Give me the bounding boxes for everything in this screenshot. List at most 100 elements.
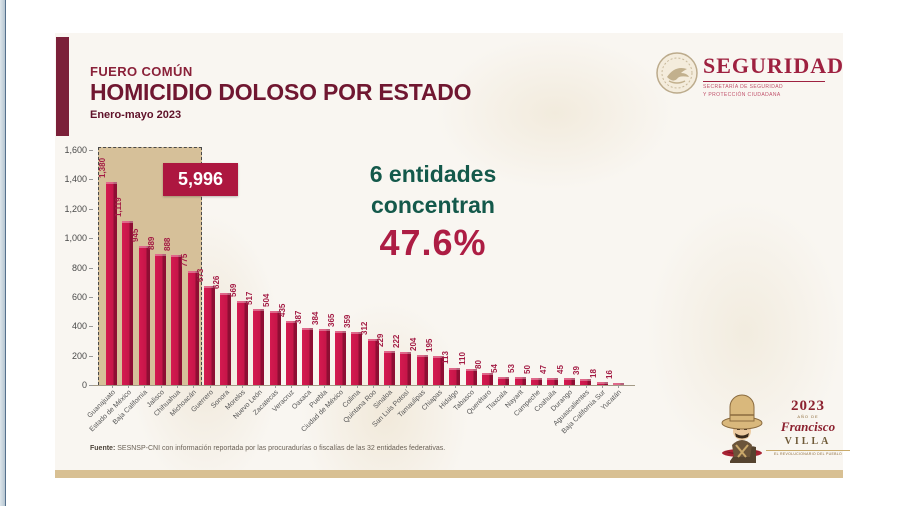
bar-value-label: 16 xyxy=(604,370,614,379)
bar xyxy=(302,328,314,385)
y-axis-tick-label: 0 xyxy=(81,380,87,390)
x-axis-tick-mark xyxy=(438,385,440,388)
bar xyxy=(580,379,592,385)
x-axis-tick-mark xyxy=(405,385,407,388)
bar-value-label: 888 xyxy=(163,237,173,251)
mexican-seal-icon xyxy=(656,52,698,94)
x-axis-tick-mark xyxy=(291,385,293,388)
source-prefix: Fuente: xyxy=(90,445,116,452)
bar-value-label: 435 xyxy=(277,303,287,317)
x-axis-tick-mark xyxy=(356,385,358,388)
bar xyxy=(482,373,494,385)
bar xyxy=(269,311,281,385)
slide: FUERO COMÚN HOMICIDIO DOLOSO POR ESTADO … xyxy=(55,33,850,478)
bar xyxy=(106,182,117,385)
bar xyxy=(596,382,608,385)
bar-value-label: 204 xyxy=(408,337,418,351)
bar xyxy=(367,339,379,385)
y-axis-tick-mark xyxy=(89,385,93,386)
bar xyxy=(383,351,395,385)
x-axis-tick-mark xyxy=(373,385,375,388)
francisco-villa-logo: 2023 AÑO DE Francisco VILLA EL REVOLUCIO… xyxy=(720,393,850,467)
y-axis-tick-label: 1,600 xyxy=(64,145,87,155)
x-axis-tick-mark xyxy=(503,385,505,388)
x-axis-line xyxy=(90,385,635,386)
x-axis-tick-mark xyxy=(225,385,227,388)
bar xyxy=(122,221,134,385)
bar xyxy=(187,271,199,385)
x-axis-tick-mark xyxy=(536,385,538,388)
bar-value-label: 384 xyxy=(310,311,320,325)
seguridad-subtitle-line1: SECRETARÍA DE SEGURIDAD xyxy=(703,84,783,90)
annotation-block: 6 entidades concentran 47.6% xyxy=(313,159,553,264)
bar-value-label: 569 xyxy=(228,283,238,297)
bar-value-label: 504 xyxy=(261,293,271,307)
bar-value-label: 1,380 xyxy=(98,157,107,178)
bar-value-label: 39 xyxy=(572,366,582,375)
x-axis-tick-mark xyxy=(324,385,326,388)
bar-value-label: 945 xyxy=(130,228,140,242)
chart-subtitle: Enero-mayo 2023 xyxy=(90,109,182,121)
bar-value-label: 626 xyxy=(212,275,222,289)
x-axis-tick-mark xyxy=(193,385,195,388)
bar-value-label: 222 xyxy=(392,334,402,348)
bar xyxy=(220,293,232,385)
y-axis-tick-label: 600 xyxy=(71,291,87,302)
x-axis-tick-mark xyxy=(487,385,489,388)
y-axis-tick-mark xyxy=(89,208,93,210)
bar xyxy=(351,332,363,385)
y-axis-tick-label: 1,400 xyxy=(64,174,87,185)
seguridad-logo: SEGURIDAD SECRETARÍA DE SEGURIDAD Y PROT… xyxy=(655,48,855,103)
x-axis-tick-mark xyxy=(127,385,129,388)
y-axis-tick-label: 1,000 xyxy=(64,233,87,244)
bar-value-label: 113 xyxy=(441,351,451,364)
bar xyxy=(253,309,265,385)
x-axis-tick-mark xyxy=(602,385,603,388)
page-title: HOMICIDIO DOLOSO POR ESTADO xyxy=(90,79,472,105)
bar-value-label: 53 xyxy=(506,364,516,373)
y-axis-tick-mark xyxy=(89,296,93,298)
bar-value-label: 387 xyxy=(294,310,304,324)
annotation-percentage: 47.6% xyxy=(379,222,487,264)
x-axis-tick-mark xyxy=(242,385,244,388)
x-axis-tick-mark xyxy=(520,385,522,388)
x-axis-tick-mark xyxy=(389,385,391,388)
bar-value-label: 312 xyxy=(359,321,369,335)
annotation-line2: concentran xyxy=(371,192,495,219)
y-axis-tick-label: 800 xyxy=(71,262,87,273)
bar xyxy=(563,378,575,385)
bar xyxy=(400,352,412,385)
villa-year: 2023 xyxy=(791,398,825,414)
y-axis-tick-label: 200 xyxy=(71,350,87,361)
bar-value-label: 1,119 xyxy=(114,197,124,217)
x-axis-tick-mark xyxy=(144,385,146,388)
x-axis-tick-mark xyxy=(618,385,620,388)
villa-illustration-icon xyxy=(721,394,763,463)
x-axis-tick-mark xyxy=(569,385,571,388)
x-axis-tick-mark xyxy=(422,385,424,388)
window-edge-strip xyxy=(0,0,6,506)
x-axis-tick-mark xyxy=(552,385,554,388)
villa-ano-de: AÑO DE xyxy=(797,414,819,419)
bar xyxy=(612,383,624,385)
y-axis-tick-mark xyxy=(89,238,93,240)
bar xyxy=(465,369,477,385)
bar-value-label: 110 xyxy=(457,352,467,365)
x-axis-tick-mark xyxy=(454,385,456,388)
villa-first-name: Francisco xyxy=(780,419,836,435)
bar xyxy=(433,356,444,385)
x-axis-tick-mark xyxy=(340,385,342,388)
bar xyxy=(155,254,167,385)
x-axis-tick-mark xyxy=(258,385,260,388)
villa-tagline: EL REVOLUCIONARIO DEL PUEBLO xyxy=(766,449,850,456)
bar xyxy=(416,355,428,385)
x-axis-tick-mark xyxy=(275,385,276,388)
x-axis-tick-mark xyxy=(585,385,587,388)
title-accent-bar xyxy=(56,37,69,136)
bar xyxy=(514,377,526,385)
x-axis-tick-mark xyxy=(471,385,473,388)
y-axis-tick-mark xyxy=(89,179,93,181)
bar xyxy=(285,321,297,385)
chart-kicker: FUERO COMÚN xyxy=(90,64,193,79)
